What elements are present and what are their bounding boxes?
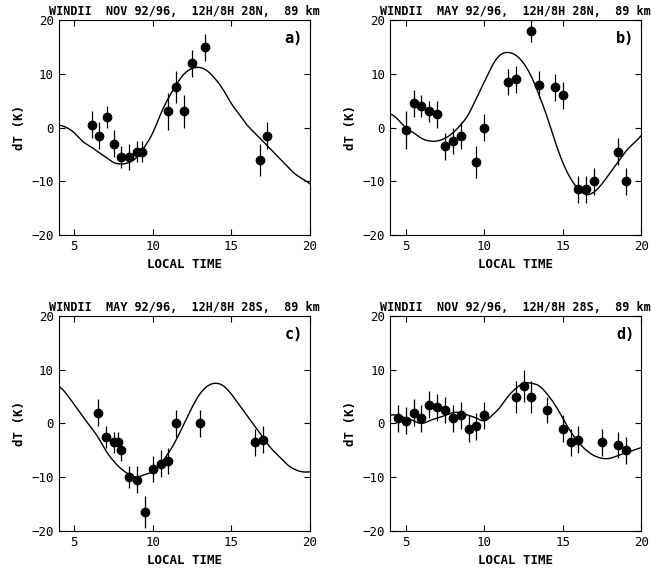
Text: d): d) [616, 327, 634, 342]
Y-axis label: dT (K): dT (K) [344, 105, 357, 150]
Text: c): c) [284, 327, 303, 342]
Title: WINDII  NOV 92/96,  12H/8H 28S,  89 km: WINDII NOV 92/96, 12H/8H 28S, 89 km [380, 300, 651, 314]
X-axis label: LOCAL TIME: LOCAL TIME [146, 258, 221, 271]
Title: WINDII  MAY 92/96,  12H/8H 28S,  89 km: WINDII MAY 92/96, 12H/8H 28S, 89 km [49, 300, 320, 314]
Y-axis label: dT (K): dT (K) [344, 401, 357, 446]
X-axis label: LOCAL TIME: LOCAL TIME [478, 554, 553, 567]
X-axis label: LOCAL TIME: LOCAL TIME [478, 258, 553, 271]
Title: WINDII  MAY 92/96,  12H/8H 28N,  89 km: WINDII MAY 92/96, 12H/8H 28N, 89 km [380, 5, 651, 18]
Title: WINDII  NOV 92/96,  12H/8H 28N,  89 km: WINDII NOV 92/96, 12H/8H 28N, 89 km [49, 5, 320, 18]
Text: b): b) [616, 31, 634, 46]
Y-axis label: dT (K): dT (K) [12, 105, 25, 150]
Text: a): a) [284, 31, 303, 46]
X-axis label: LOCAL TIME: LOCAL TIME [146, 554, 221, 567]
Y-axis label: dT (K): dT (K) [12, 401, 25, 446]
